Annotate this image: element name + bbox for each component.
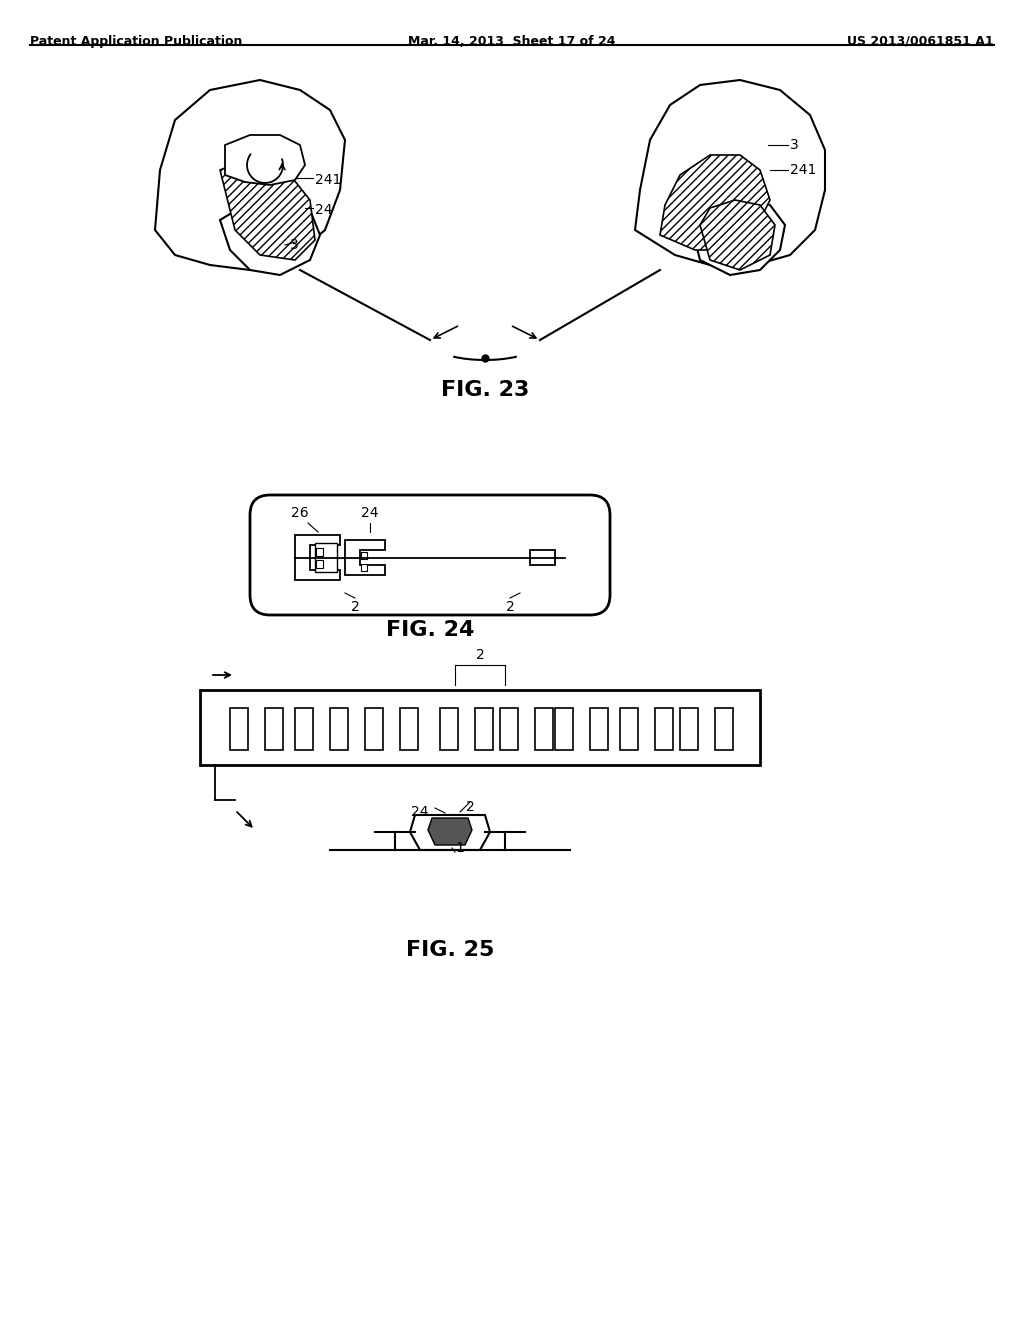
Polygon shape: [220, 201, 319, 275]
Bar: [655, 708, 673, 750]
Polygon shape: [428, 818, 472, 845]
Text: 2: 2: [466, 800, 474, 814]
Bar: [316, 548, 323, 556]
Text: 26: 26: [291, 506, 309, 520]
Text: 2: 2: [506, 601, 514, 614]
Polygon shape: [410, 814, 490, 850]
Bar: [620, 708, 638, 750]
Text: 1: 1: [455, 841, 464, 855]
Polygon shape: [345, 540, 385, 576]
Bar: [400, 708, 418, 750]
Polygon shape: [225, 135, 305, 185]
Text: FIG. 25: FIG. 25: [406, 940, 495, 960]
Bar: [265, 708, 283, 750]
Bar: [535, 708, 553, 750]
Text: Patent Application Publication: Patent Application Publication: [30, 36, 243, 48]
Bar: [555, 708, 573, 750]
Bar: [500, 708, 518, 750]
Text: Mar. 14, 2013  Sheet 17 of 24: Mar. 14, 2013 Sheet 17 of 24: [409, 36, 615, 48]
Polygon shape: [660, 154, 770, 249]
Bar: [680, 708, 698, 750]
Bar: [361, 552, 367, 558]
Bar: [230, 708, 248, 750]
Polygon shape: [295, 535, 340, 579]
Polygon shape: [155, 81, 345, 271]
Text: FIG. 23: FIG. 23: [440, 380, 529, 400]
Text: 2: 2: [475, 648, 484, 663]
FancyBboxPatch shape: [250, 495, 610, 615]
Bar: [365, 708, 383, 750]
Bar: [316, 560, 323, 568]
Polygon shape: [635, 81, 825, 265]
Bar: [715, 708, 733, 750]
Text: 3: 3: [790, 139, 799, 152]
Bar: [200, 690, 760, 766]
Text: 3: 3: [290, 238, 299, 252]
Bar: [440, 708, 458, 750]
Polygon shape: [315, 543, 337, 572]
Polygon shape: [700, 201, 775, 271]
Text: FIG. 24: FIG. 24: [386, 620, 474, 640]
Polygon shape: [220, 162, 315, 260]
Bar: [361, 564, 367, 572]
Polygon shape: [530, 550, 555, 565]
Text: 2: 2: [350, 601, 359, 614]
Text: 24: 24: [361, 506, 379, 520]
Text: 24: 24: [315, 203, 333, 216]
Bar: [475, 708, 493, 750]
Text: 241: 241: [790, 162, 816, 177]
Polygon shape: [690, 198, 785, 275]
Text: 24: 24: [412, 805, 429, 818]
Bar: [330, 708, 348, 750]
Bar: [590, 708, 608, 750]
Text: US 2013/0061851 A1: US 2013/0061851 A1: [848, 36, 994, 48]
Text: 241: 241: [315, 173, 341, 187]
Bar: [295, 708, 313, 750]
